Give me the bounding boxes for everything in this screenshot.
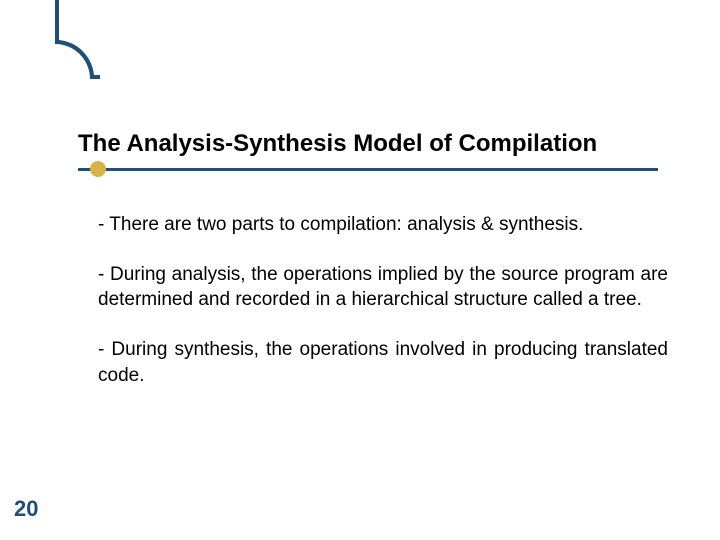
bullet-dash: -	[98, 214, 109, 235]
slide: The Analysis-Synthesis Model of Compilat…	[0, 0, 720, 540]
slide-title: The Analysis-Synthesis Model of Compilat…	[78, 130, 597, 158]
corner-decoration	[0, 0, 100, 100]
page-number: 20	[14, 496, 38, 522]
bullet-text: During analysis, the operations implied …	[98, 264, 668, 311]
bullet-text: There are two parts to compilation: anal…	[109, 214, 583, 235]
bullet-dash: -	[98, 264, 110, 285]
bullet-paragraph: - During synthesis, the operations invol…	[98, 337, 668, 388]
horizontal-rule	[78, 168, 658, 171]
bullet-text: During synthesis, the operations involve…	[98, 339, 668, 386]
bullet-paragraph: - During analysis, the operations implie…	[98, 262, 668, 313]
content-area: - There are two parts to compilation: an…	[98, 212, 668, 412]
bullet-dash: -	[98, 339, 111, 360]
accent-dot	[90, 161, 106, 177]
bullet-paragraph: - There are two parts to compilation: an…	[98, 212, 668, 238]
